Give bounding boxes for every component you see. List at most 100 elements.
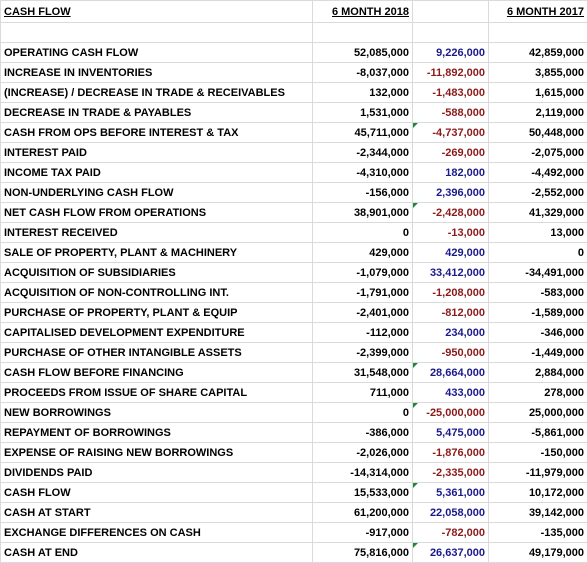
value-2018: -156,000 [313,183,413,203]
value-2018: 429,000 [313,243,413,263]
row-label: SALE OF PROPERTY, PLANT & MACHINERY [1,243,313,263]
value-diff: -13,000 [413,223,489,243]
value-2018: -2,026,000 [313,443,413,463]
header-2017: 6 MONTH 2017 [489,1,587,23]
value-diff: 234,000 [413,323,489,343]
row-label: INCREASE IN INVENTORIES [1,63,313,83]
value-diff: -4,737,000 [413,123,489,143]
value-2018: 1,531,000 [313,103,413,123]
header-2018: 6 MONTH 2018 [313,1,413,23]
value-2017: -1,589,000 [489,303,587,323]
value-diff: 429,000 [413,243,489,263]
data-row: ACQUISITION OF NON-CONTROLLING INT.-1,79… [1,283,587,303]
value-2017: 0 [489,243,587,263]
row-label: EXCHANGE DIFFERENCES ON CASH [1,523,313,543]
value-2018: -112,000 [313,323,413,343]
value-diff: 26,637,000 [413,543,489,563]
data-row: CAPITALISED DEVELOPMENT EXPENDITURE-112,… [1,323,587,343]
row-label: NON-UNDERLYING CASH FLOW [1,183,313,203]
row-label: PURCHASE OF OTHER INTANGIBLE ASSETS [1,343,313,363]
value-2018: 0 [313,223,413,243]
value-diff: 9,226,000 [413,43,489,63]
value-diff: -812,000 [413,303,489,323]
header-blank [413,1,489,23]
value-2017: 49,179,000 [489,543,587,563]
value-2018: -2,344,000 [313,143,413,163]
row-label: PURCHASE OF PROPERTY, PLANT & EQUIP [1,303,313,323]
value-2017: -5,861,000 [489,423,587,443]
row-label: CASH FROM OPS BEFORE INTEREST & TAX [1,123,313,143]
value-2017: 3,855,000 [489,63,587,83]
value-2017: -150,000 [489,443,587,463]
row-label: INCOME TAX PAID [1,163,313,183]
value-2018: 38,901,000 [313,203,413,223]
row-label: NEW BORROWINGS [1,403,313,423]
value-diff: -25,000,000 [413,403,489,423]
value-2018: -2,399,000 [313,343,413,363]
row-label: ACQUISITION OF SUBSIDIARIES [1,263,313,283]
value-2018: -386,000 [313,423,413,443]
value-diff: -950,000 [413,343,489,363]
value-2018: -1,079,000 [313,263,413,283]
value-diff: -782,000 [413,523,489,543]
value-2018: 711,000 [313,383,413,403]
value-2018: 15,533,000 [313,483,413,503]
value-2018: 0 [313,403,413,423]
value-2018: 31,548,000 [313,363,413,383]
value-2018: 45,711,000 [313,123,413,143]
value-2018: -14,314,000 [313,463,413,483]
value-2018: -8,037,000 [313,63,413,83]
value-diff: 28,664,000 [413,363,489,383]
data-row: PURCHASE OF OTHER INTANGIBLE ASSETS-2,39… [1,343,587,363]
value-2017: -2,075,000 [489,143,587,163]
value-2017: 1,615,000 [489,83,587,103]
row-label: DECREASE IN TRADE & PAYABLES [1,103,313,123]
row-label: CASH FLOW [1,483,313,503]
value-2017: 25,000,000 [489,403,587,423]
blank-row [1,23,587,43]
value-diff: 33,412,000 [413,263,489,283]
value-2017: 42,859,000 [489,43,587,63]
row-label: DIVIDENDS PAID [1,463,313,483]
value-2017: -135,000 [489,523,587,543]
value-2017: 50,448,000 [489,123,587,143]
value-2017: 278,000 [489,383,587,403]
value-2017: -1,449,000 [489,343,587,363]
value-2018: -4,310,000 [313,163,413,183]
data-row: DIVIDENDS PAID-14,314,000-2,335,000-11,9… [1,463,587,483]
row-label: CASH AT END [1,543,313,563]
row-label: NET CASH FLOW FROM OPERATIONS [1,203,313,223]
value-2018: -2,401,000 [313,303,413,323]
data-row: PURCHASE OF PROPERTY, PLANT & EQUIP-2,40… [1,303,587,323]
header-row: CASH FLOW 6 MONTH 2018 6 MONTH 2017 [1,1,587,23]
value-2017: -583,000 [489,283,587,303]
row-label: INTEREST PAID [1,143,313,163]
row-label: (INCREASE) / DECREASE IN TRADE & RECEIVA… [1,83,313,103]
row-label: INTEREST RECEIVED [1,223,313,243]
value-diff: -1,208,000 [413,283,489,303]
value-diff: 182,000 [413,163,489,183]
data-row: EXCHANGE DIFFERENCES ON CASH-917,000-782… [1,523,587,543]
value-2018: -1,791,000 [313,283,413,303]
value-2017: -34,491,000 [489,263,587,283]
data-row: (INCREASE) / DECREASE IN TRADE & RECEIVA… [1,83,587,103]
value-2017: -11,979,000 [489,463,587,483]
value-2017: -2,552,000 [489,183,587,203]
value-2017: -346,000 [489,323,587,343]
row-label: ACQUISITION OF NON-CONTROLLING INT. [1,283,313,303]
value-2017: 10,172,000 [489,483,587,503]
value-2018: 75,816,000 [313,543,413,563]
row-label: REPAYMENT OF BORROWINGS [1,423,313,443]
value-diff: 5,361,000 [413,483,489,503]
